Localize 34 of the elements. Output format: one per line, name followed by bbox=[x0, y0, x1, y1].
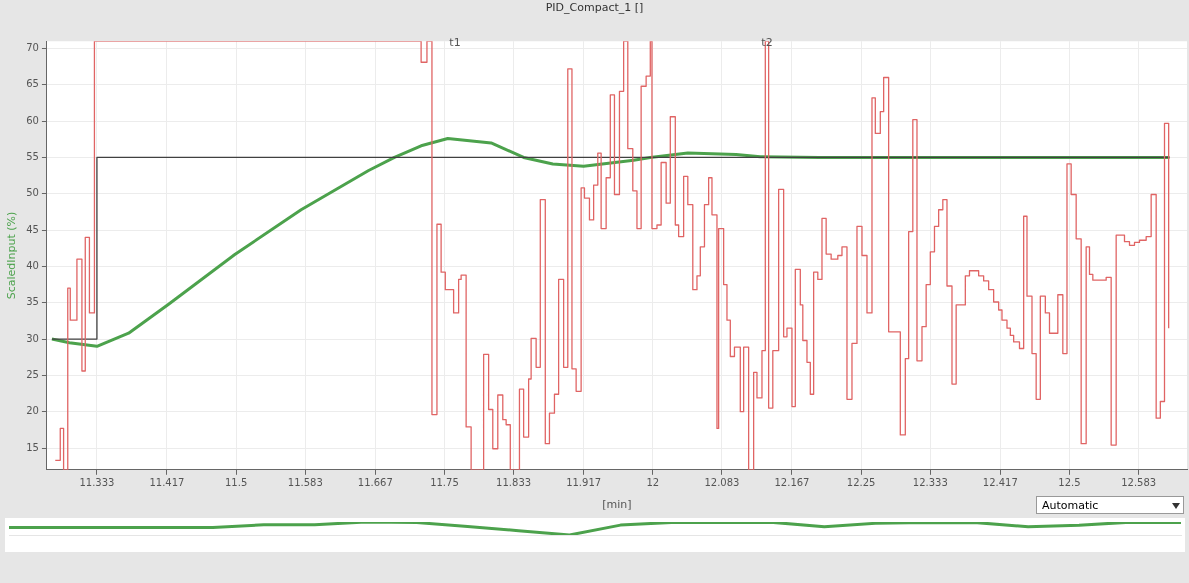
y-tick-label: 15 bbox=[26, 441, 39, 453]
y-tick-label: 50 bbox=[26, 187, 39, 199]
y-tick-label: 35 bbox=[26, 296, 39, 308]
y-tick-label: 45 bbox=[26, 223, 39, 235]
x-tick-label: 12.083 bbox=[704, 477, 740, 489]
x-tick-label: 12.417 bbox=[982, 477, 1018, 489]
chart-title: PID_Compact_1 [] bbox=[545, 1, 644, 15]
x-tick-label: 11.583 bbox=[287, 477, 323, 489]
y-tick-label: 70 bbox=[26, 42, 39, 54]
x-tick-label: 12.583 bbox=[1121, 477, 1157, 489]
y-tick-label: 55 bbox=[26, 151, 39, 163]
y-tick-label: 20 bbox=[26, 405, 39, 417]
x-tick-label: 11.417 bbox=[149, 477, 185, 489]
annotation: t2 bbox=[761, 36, 773, 49]
x-tick-label: 11.917 bbox=[566, 477, 602, 489]
x-axis-title: [min] bbox=[602, 498, 632, 512]
x-tick-label: 12.167 bbox=[774, 477, 810, 489]
x-tick-label: 11.667 bbox=[357, 477, 393, 489]
text: Automatic bbox=[1042, 499, 1099, 512]
x-tick-label: 12.25 bbox=[846, 477, 876, 489]
x-tick-label: 12.5 bbox=[1058, 477, 1081, 489]
y-tick-label: 60 bbox=[26, 114, 39, 126]
x-tick-label: 11.5 bbox=[224, 477, 248, 489]
x-tick-label: 11.333 bbox=[79, 477, 115, 489]
x-tick-label: 12 bbox=[646, 477, 660, 489]
y-axis-title: ScaledInput (%) bbox=[5, 211, 19, 300]
annotation: t1 bbox=[449, 36, 461, 49]
y-tick-label: 65 bbox=[26, 78, 39, 90]
y-tick-label: 25 bbox=[26, 368, 39, 380]
x-tick-label: 12.333 bbox=[912, 477, 948, 489]
y-tick-label: 40 bbox=[26, 259, 39, 271]
y-tick-label: 30 bbox=[26, 332, 39, 344]
x-tick-label: 11.75 bbox=[430, 477, 459, 489]
x-tick-label: 11.833 bbox=[496, 477, 532, 489]
